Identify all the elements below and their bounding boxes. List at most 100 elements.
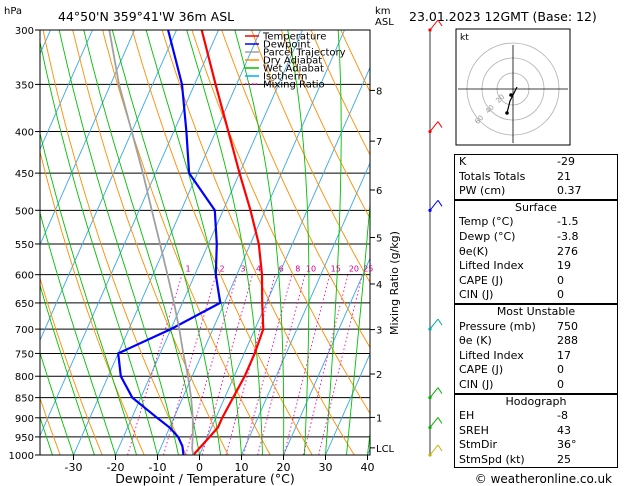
basic-index-label: K [459,155,467,168]
wet-adiabat-line [40,351,74,455]
temperature-tick-label: 20 [277,461,291,474]
legend-label: Dry Adiabat [263,56,322,67]
most-unstable-header: Most Unstable [496,304,576,318]
temperature-line [192,30,265,455]
most-unstable-index-value: 17 [557,348,571,362]
height-tick-label: 8 [376,86,382,97]
wind-barb-shaft [429,200,439,211]
height-tick-label: 1 [376,413,382,424]
hodograph-unit-label: kt [460,33,469,43]
parcel-trajectory-line [108,30,195,455]
legend-label: Dewpoint [263,40,311,51]
mixing-ratio-line [283,274,331,455]
surface-index-value: 276 [557,244,578,258]
dry-adiabat-line [40,396,61,455]
mixing-ratio-label: 10 [306,265,316,274]
most-unstable-index-label: CAPE (J) [459,363,504,377]
wet-adiabat-line [40,283,95,455]
wind-barb-flag [437,417,443,424]
mixing-ratio-label: 3 [241,265,246,274]
surface-index-row: Temp (°C) -1.5 [455,215,618,230]
most-unstable-index-row: CIN (J) 0 [455,378,618,393]
isotherm-line [199,66,370,455]
dry-adiabat-line [161,30,355,455]
wet-adiabat-line [325,30,342,455]
axes-layer: 3003504004505005506006507007508008509009… [9,26,395,474]
temperature-tick-label: 10 [235,461,249,474]
pressure-tick-label: 450 [15,169,34,180]
mixing-ratio-label: 8 [295,265,300,274]
isotherm-line [73,30,261,455]
hodograph-ring-label: 20 [494,93,506,105]
pressure-tick-label: 900 [15,414,34,425]
isotherm-line [325,352,370,455]
isotherm-line [283,257,370,455]
legend-label: Temperature [262,32,326,43]
surface-index-row: CAPE (J) 0 [455,274,618,289]
legend-label: Wet Adiabat [263,64,324,75]
wind-barb-shaft [429,417,439,428]
mixing-ratio-label: 2 [219,265,224,274]
hodograph-index-label: StmDir [459,438,498,452]
wind-barb-shaft [429,444,439,456]
surface-index-row: CIN (J) 0 [455,288,618,303]
hodograph-index-value: 43 [557,423,571,437]
temperature-tick-label: -30 [65,461,83,474]
wind-barb-flag [437,318,443,326]
most-unstable-index-row: CAPE (J) 0 [455,363,618,378]
hodograph-index-row: EH -8 [455,409,618,424]
wet-adiabat-line [346,198,370,455]
mixing-ratio-label: 25 [363,265,373,274]
most-unstable-index-row: Lifted Index 17 [455,349,618,364]
mixing-ratio-line [302,274,349,455]
wet-adiabat-line [40,211,116,455]
dry-adiabat-line [251,30,370,284]
wind-barb-flag [437,121,443,128]
wind-barb-shaft [429,121,439,132]
pressure-tick-label: 800 [15,372,34,383]
mixing-ratio-line [127,274,183,455]
most-unstable-index-value: 288 [557,334,578,348]
mixing-ratio-line [318,274,363,455]
dry-adiabat-line [72,30,229,455]
chart-title: 44°50'N 359°41'W 36m ASL [58,9,234,24]
surface-index-label: CIN (J) [459,288,494,302]
basic-index-label: PW (cm) [459,184,506,198]
mixing-ratio-axis-title: Mixing Ratio (g/kg) [388,231,401,335]
x-axis-title: Dewpoint / Temperature (°C) [115,471,294,486]
most-unstable-index-label: CIN (J) [459,377,494,391]
basic-index-value: -29 [557,155,575,168]
surface-index-value: -1.5 [557,215,579,229]
mixing-ratio-line [225,274,276,455]
basic-index-row: K -29 [455,155,618,170]
hodograph-index-label: EH [459,409,475,423]
pressure-tick-label: 650 [15,299,34,310]
temperature-tick-label: -20 [107,461,125,474]
pressure-tick-label: 750 [15,349,34,360]
mixing-ratio-label: 20 [349,265,359,274]
isotherm-line [115,30,303,455]
surface-index-row: θe(K) 276 [455,245,618,260]
legend-label: Isotherm [263,72,307,83]
pressure-tick-label: 950 [15,433,34,444]
mixing-ratio-line [257,274,306,455]
surface-table: Surface Temp (°C) -1.5 Dewp (°C) -3.8 θe(K) 2… [454,199,618,304]
basic-index-row: PW (cm) 0.37 [455,184,618,199]
hodograph-index-value: 25 [557,452,571,466]
most-unstable-table: Most Unstable Pressure (mb) 750 θe (K) 288 L… [454,303,618,394]
pressure-tick-label: 300 [15,26,34,37]
temperature-tick-label: 0 [196,461,203,474]
isotherm-line [0,30,9,455]
isotherm-line [40,30,93,151]
hodograph-trace [506,86,518,114]
mixing-ratio-label: 1 [185,265,190,274]
surface-index-value: 19 [557,259,571,273]
mixing-ratio-label: 15 [331,265,341,274]
dry-adiabat-line [40,150,145,455]
wind-barb-flag [437,200,443,207]
copyright: © weatheronline.co.uk [475,472,612,486]
isotherm-line [40,30,219,437]
